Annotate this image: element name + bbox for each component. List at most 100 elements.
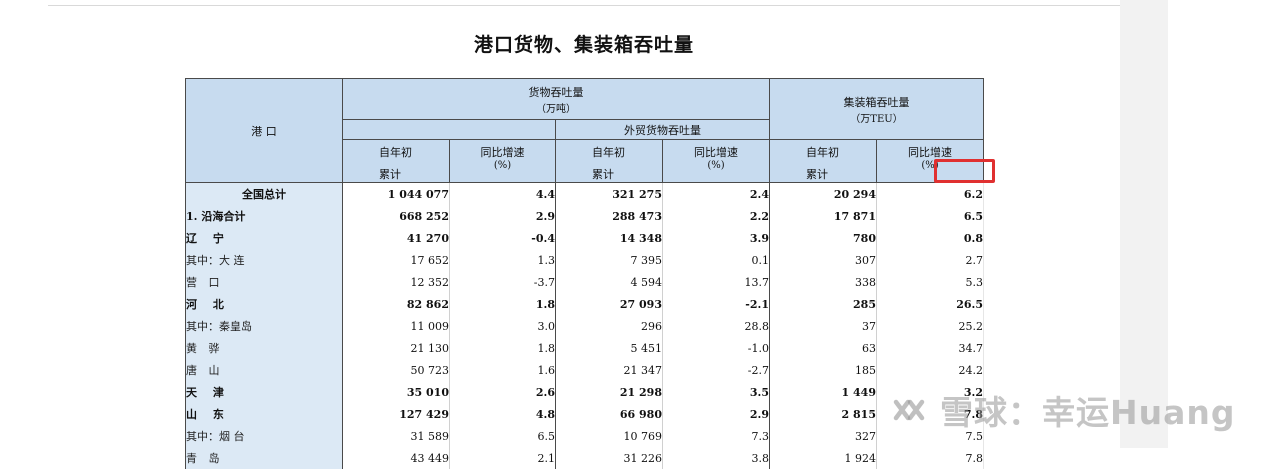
growth-label-bottom: (%): [921, 160, 939, 171]
row-name: 唐 山: [185, 359, 343, 381]
cargo-value: 1 044 077: [342, 182, 450, 205]
row-name: 其中：烟 台: [185, 425, 343, 447]
row-name: 青 岛: [185, 447, 343, 469]
cargo-growth: -0.4: [449, 227, 556, 249]
foreign-value: 31 226: [555, 447, 663, 469]
highlight-box: [934, 159, 995, 183]
teu-value: 20 294: [769, 182, 877, 205]
cargo-growth: 2.9: [449, 205, 556, 227]
port-header-label: 港 口: [251, 124, 277, 138]
foreign-growth: 13.7: [662, 271, 770, 293]
foreign-value: 7 395: [555, 249, 663, 271]
table-row: 全国总计 1 044 077 4.4 321 275 2.4 20 294 6.…: [185, 182, 984, 205]
table-row: 其中：秦皇岛 11 009 3.0 296 28.8 37 25.2: [185, 315, 984, 337]
teu-growth: 6.5: [876, 205, 984, 227]
table-row: 河 北 82 862 1.8 27 093 -2.1 285 26.5: [185, 293, 984, 315]
teu-value: 1 924: [769, 447, 877, 469]
cargo-spacer: [342, 119, 556, 140]
table-row: 黄 骅 21 130 1.8 5 451 -1.0 63 34.7: [185, 337, 984, 359]
foreign-growth: 2.2: [662, 205, 770, 227]
xueqiu-logo-icon: [893, 399, 925, 421]
cargo-value: 11 009: [342, 315, 450, 337]
watermark-text: 雪球：幸运Huang: [940, 393, 1236, 432]
teu-growth: 2.7: [876, 249, 984, 271]
foreign-growth: 2.9: [662, 403, 770, 425]
cargo-value: 50 723: [342, 359, 450, 381]
container-group-header: 集装箱吞吐量 （万TEU）: [769, 78, 984, 140]
row-name: 黄 骅: [185, 337, 343, 359]
teu-value: 327: [769, 425, 877, 447]
foreign-growth: 0.1: [662, 249, 770, 271]
cargo-value: 17 652: [342, 249, 450, 271]
cargo-growth: 1.3: [449, 249, 556, 271]
port-column-header: 港 口: [185, 78, 343, 183]
table-row: 天 津 35 010 2.6 21 298 3.5 1 449 3.2: [185, 381, 984, 403]
cargo-value: 35 010: [342, 381, 450, 403]
growth-label-top: 同比增速: [694, 146, 738, 159]
teu-cumulative-header: 自年初 累计: [769, 139, 877, 183]
teu-value: 2 815: [769, 403, 877, 425]
growth-label-bottom: (%): [707, 160, 725, 171]
foreign-value: 21 298: [555, 381, 663, 403]
cargo-value: 668 252: [342, 205, 450, 227]
row-name: 1. 沿海合计: [185, 205, 343, 227]
foreign-value: 5 451: [555, 337, 663, 359]
cargo-value: 21 130: [342, 337, 450, 359]
cargo-cumulative-header: 自年初 累计: [342, 139, 450, 183]
row-name: 天 津: [185, 381, 343, 403]
foreign-growth: -2.7: [662, 359, 770, 381]
cargo-value: 127 429: [342, 403, 450, 425]
cumulative-label-bottom: 累计: [592, 168, 614, 181]
watermark: 雪球：幸运Huang: [890, 382, 1236, 438]
row-name: 其中：秦皇岛: [185, 315, 343, 337]
foreign-value: 288 473: [555, 205, 663, 227]
row-name: 其中：大 连: [185, 249, 343, 271]
teu-value: 185: [769, 359, 877, 381]
teu-value: 17 871: [769, 205, 877, 227]
top-divider: [48, 5, 1120, 6]
cargo-growth: 4.8: [449, 403, 556, 425]
foreign-growth-header: 同比增速 (%): [662, 139, 770, 183]
cargo-value: 43 449: [342, 447, 450, 469]
page-margin-left: [0, 0, 48, 448]
teu-value: 780: [769, 227, 877, 249]
teu-growth: 0.8: [876, 227, 984, 249]
row-name: 山 东: [185, 403, 343, 425]
cargo-value: 82 862: [342, 293, 450, 315]
foreign-growth: 28.8: [662, 315, 770, 337]
cargo-growth: 1.8: [449, 337, 556, 359]
foreign-value: 21 347: [555, 359, 663, 381]
foreign-growth: 3.9: [662, 227, 770, 249]
table-row: 其中：大 连 17 652 1.3 7 395 0.1 307 2.7: [185, 249, 984, 271]
cargo-growth-header: 同比增速 (%): [449, 139, 556, 183]
foreign-growth: -2.1: [662, 293, 770, 315]
teu-value: 338: [769, 271, 877, 293]
page-gutter-right: [1120, 0, 1168, 448]
row-name: 辽 宁: [185, 227, 343, 249]
teu-growth: 6.2: [876, 182, 984, 205]
cargo-growth: 3.0: [449, 315, 556, 337]
cargo-growth: 4.4: [449, 182, 556, 205]
foreign-value: 4 594: [555, 271, 663, 293]
teu-growth: 34.7: [876, 337, 984, 359]
foreign-growth: 7.3: [662, 425, 770, 447]
table-row: 青 岛 43 449 2.1 31 226 3.8 1 924 7.8: [185, 447, 984, 469]
cargo-value: 31 589: [342, 425, 450, 447]
growth-label-top: 同比增速: [480, 146, 525, 159]
cumulative-label-top: 自年初: [806, 146, 839, 159]
cargo-value: 41 270: [342, 227, 450, 249]
cargo-growth: 2.6: [449, 381, 556, 403]
teu-growth: 25.2: [876, 315, 984, 337]
teu-value: 63: [769, 337, 877, 359]
foreign-value: 10 769: [555, 425, 663, 447]
teu-value: 285: [769, 293, 877, 315]
teu-growth: 3.2: [876, 381, 984, 403]
cargo-group-header: 货物吞吐量 （万吨）: [342, 78, 770, 120]
teu-growth: 7.8: [876, 447, 984, 469]
foreign-value: 66 980: [555, 403, 663, 425]
foreign-value: 321 275: [555, 182, 663, 205]
teu-growth: 5.3: [876, 271, 984, 293]
port-throughput-table: 港 口 货物吞吐量 （万吨） 集装箱吞吐量 （万TEU） 外贸货物吞吐量 自年初…: [185, 78, 984, 469]
cargo-growth: 1.8: [449, 293, 556, 315]
cargo-growth: 2.1: [449, 447, 556, 469]
